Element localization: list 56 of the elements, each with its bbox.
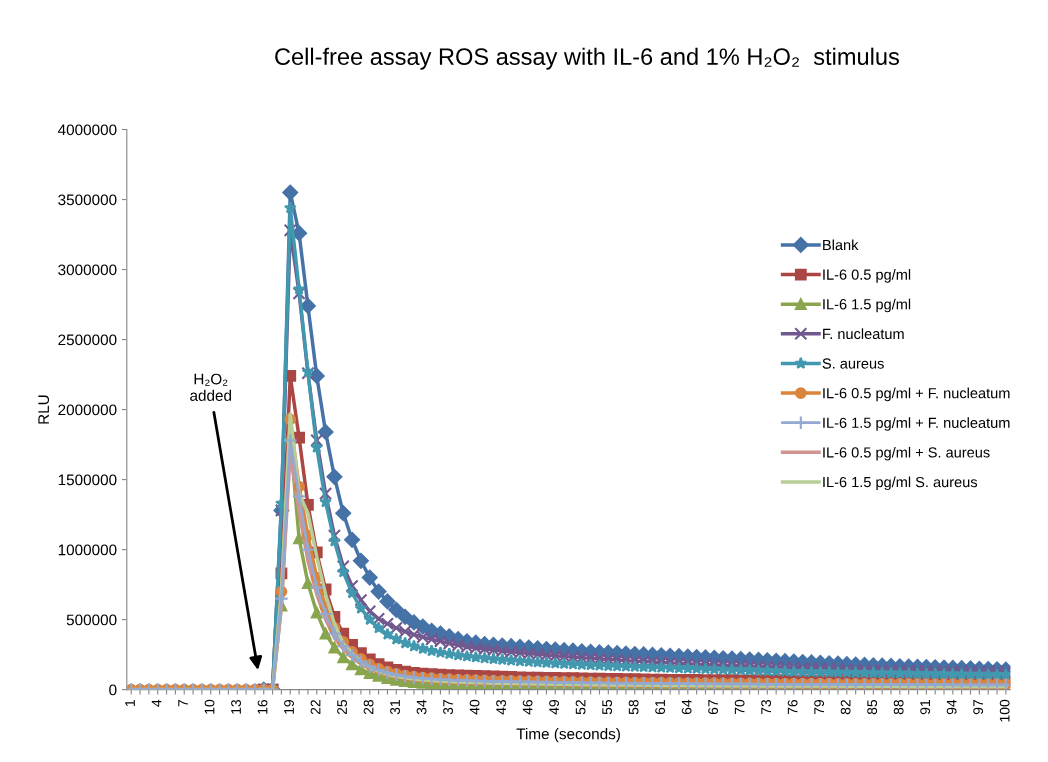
x-tick-label: 79 <box>814 699 825 715</box>
x-tick-label: 91 <box>920 700 931 715</box>
legend-label: S. aureus <box>822 358 884 369</box>
x-tick-label: 4 <box>151 699 162 707</box>
legend-label: IL-6 0.5 pg/ml + S. aureus <box>823 446 990 461</box>
legend-label: F. nucleatum <box>823 328 904 340</box>
x-tick-label: 94 <box>946 699 957 715</box>
y-tick-label: 0 <box>109 684 117 696</box>
x-tick-label: 25 <box>337 699 347 715</box>
x-tick-label: 7 <box>178 700 188 707</box>
y-tick-label: 3000000 <box>58 264 117 276</box>
x-tick-label: 46 <box>522 699 533 715</box>
y-tick-label: 2000000 <box>58 404 117 416</box>
y-tick-label: 3500000 <box>58 194 117 206</box>
x-tick-label: 97 <box>973 700 984 715</box>
x-tick-label: 43 <box>496 699 507 715</box>
x-tick-label: 61 <box>655 700 666 715</box>
y-tick-label: 1000000 <box>58 544 117 556</box>
x-tick-label: 10 <box>204 699 215 714</box>
x-tick-label: 31 <box>390 700 400 715</box>
x-tick-label: 76 <box>787 699 798 715</box>
legend-label: IL-6 1.5 pg/ml <box>823 298 911 313</box>
y-tick-label: 4000000 <box>57 124 117 136</box>
legend-label: IL-6 0.5 pg/ml <box>823 269 911 283</box>
chart-title: Cell-free assay ROS assay with IL-6 and 1% H₂O₂ stimulus <box>275 47 899 70</box>
x-tick-label: 28 <box>363 699 374 715</box>
x-tick-label: 19 <box>284 699 294 714</box>
x-tick-label: 52 <box>575 700 586 715</box>
y-tick-label: 1500000 <box>58 474 117 486</box>
x-tick-label: 88 <box>893 699 904 715</box>
x-tick-label: 58 <box>628 699 639 715</box>
x-tick-label: 100 <box>999 699 1010 722</box>
y-axis-title: RLU <box>38 395 50 424</box>
legend-label: IL-6 1.5 pg/ml S. aureus <box>823 476 978 491</box>
legend-label: IL-6 0.5 pg/ml + F. nucleatum <box>823 387 1010 402</box>
x-tick-label: 22 <box>310 700 321 715</box>
annotation: H₂O₂ added <box>190 373 231 401</box>
x-tick-label: 55 <box>602 699 613 715</box>
x-tick-label: 67 <box>708 700 719 715</box>
x-tick-label: 82 <box>840 700 851 715</box>
y-tick-label: 2500000 <box>58 334 117 346</box>
x-tick-label: 37 <box>443 700 453 715</box>
legend-label: Blank <box>823 239 859 251</box>
x-tick-label: 1 <box>125 700 135 706</box>
legend-label: IL-6 1.5 pg/ml + F. nucleatum <box>823 417 1010 431</box>
x-axis-title: Time (seconds) <box>516 728 620 743</box>
x-tick-label: 40 <box>469 699 480 715</box>
x-tick-label: 73 <box>761 699 772 715</box>
x-tick-label: 85 <box>867 699 878 715</box>
x-tick-label: 70 <box>734 699 745 715</box>
x-tick-label: 34 <box>416 699 427 715</box>
x-tick-label: 49 <box>549 699 560 715</box>
x-tick-label: 16 <box>257 699 268 714</box>
x-tick-label: 13 <box>231 699 241 714</box>
x-tick-label: 64 <box>681 699 692 715</box>
y-tick-label: 500000 <box>66 614 117 626</box>
